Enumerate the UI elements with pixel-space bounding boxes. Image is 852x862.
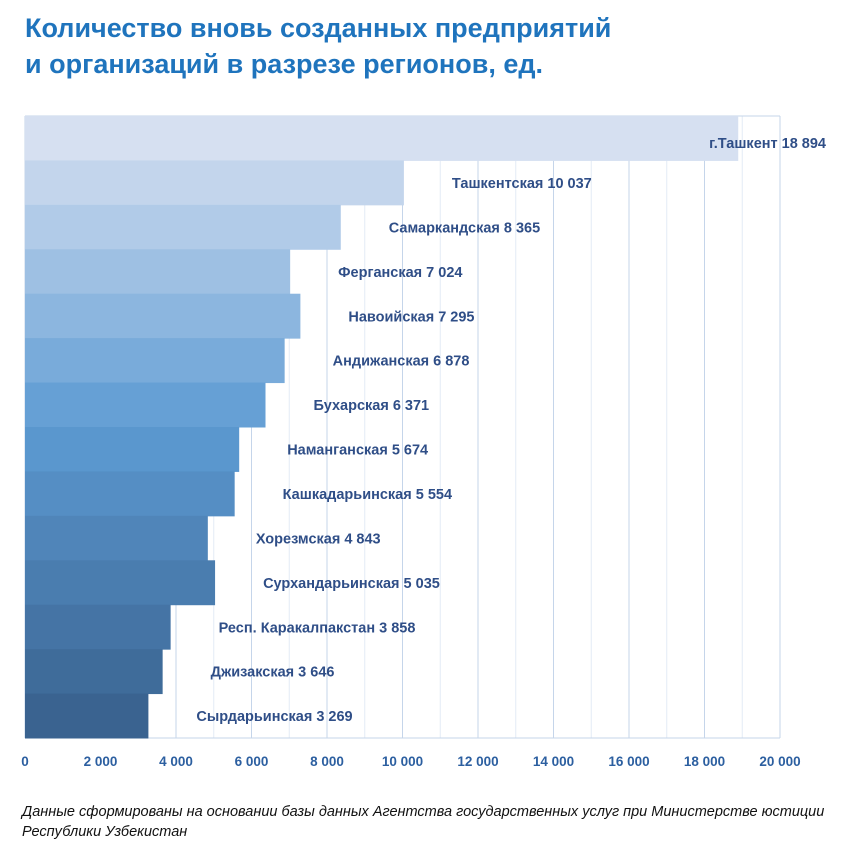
x-tick-label: 2 000 — [84, 754, 118, 769]
data-label: Респ. Каракалпакстан 3 858 — [219, 620, 416, 636]
x-tick-label: 10 000 — [382, 754, 423, 769]
data-label: Самаркандская 8 365 — [389, 220, 540, 236]
data-label: Бухарская 6 371 — [314, 398, 430, 414]
bar — [25, 471, 235, 517]
data-label: Андижанская 6 878 — [333, 354, 470, 370]
x-axis-ticks: 0 2 000 4 000 6 000 8 000 10 000 12 000 14 000 1… — [21, 754, 800, 769]
bar — [25, 338, 285, 384]
bar — [25, 116, 739, 161]
x-tick-label: 14 000 — [533, 754, 574, 769]
bar — [25, 249, 291, 295]
data-label: Ферганская 7 024 — [338, 265, 462, 281]
data-label: Наманганская 5 674 — [287, 443, 428, 459]
x-tick-label: 16 000 — [608, 754, 649, 769]
data-labels: г.Ташкент 18 894 Ташкентская 10 037 Самарк… — [196, 136, 826, 725]
bar — [25, 693, 149, 739]
x-tick-label: 18 000 — [684, 754, 725, 769]
bar — [25, 604, 171, 650]
data-label: Кашкадарьинская 5 554 — [283, 487, 452, 503]
bars — [25, 116, 739, 739]
x-tick-label: 8 000 — [310, 754, 344, 769]
title-line-1: Количество вновь созданных предприятий — [25, 13, 612, 43]
x-tick-label: 4 000 — [159, 754, 193, 769]
data-label: Навоийская 7 295 — [348, 309, 474, 325]
bar — [25, 382, 266, 428]
data-label: Джизакская 3 646 — [211, 665, 335, 681]
bar — [25, 649, 163, 695]
bar — [25, 515, 208, 561]
title-line-2: и организаций в разрезе регионов, ед. — [25, 49, 543, 79]
bar — [25, 427, 240, 472]
data-label: Сырдарьинская 3 269 — [196, 709, 352, 725]
data-label: Ташкентская 10 037 — [452, 176, 592, 192]
x-tick-label: 6 000 — [235, 754, 269, 769]
x-tick-label: 12 000 — [457, 754, 498, 769]
chart-title: Количество вновь созданных предприятий и … — [25, 10, 611, 82]
x-tick-label: 0 — [21, 754, 29, 769]
data-label: Сурхандарьинская 5 035 — [263, 576, 440, 592]
x-tick-label: 20 000 — [759, 754, 800, 769]
bar — [25, 160, 404, 206]
bar — [25, 560, 216, 606]
bar-chart: г.Ташкент 18 894 Ташкентская 10 037 Самарк… — [21, 115, 826, 769]
footnote: Данные сформированы на основании базы да… — [22, 804, 825, 840]
bar — [25, 293, 301, 339]
data-label: Хорезмская 4 843 — [256, 531, 381, 547]
bar — [25, 204, 341, 250]
data-label: г.Ташкент 18 894 — [709, 136, 826, 152]
